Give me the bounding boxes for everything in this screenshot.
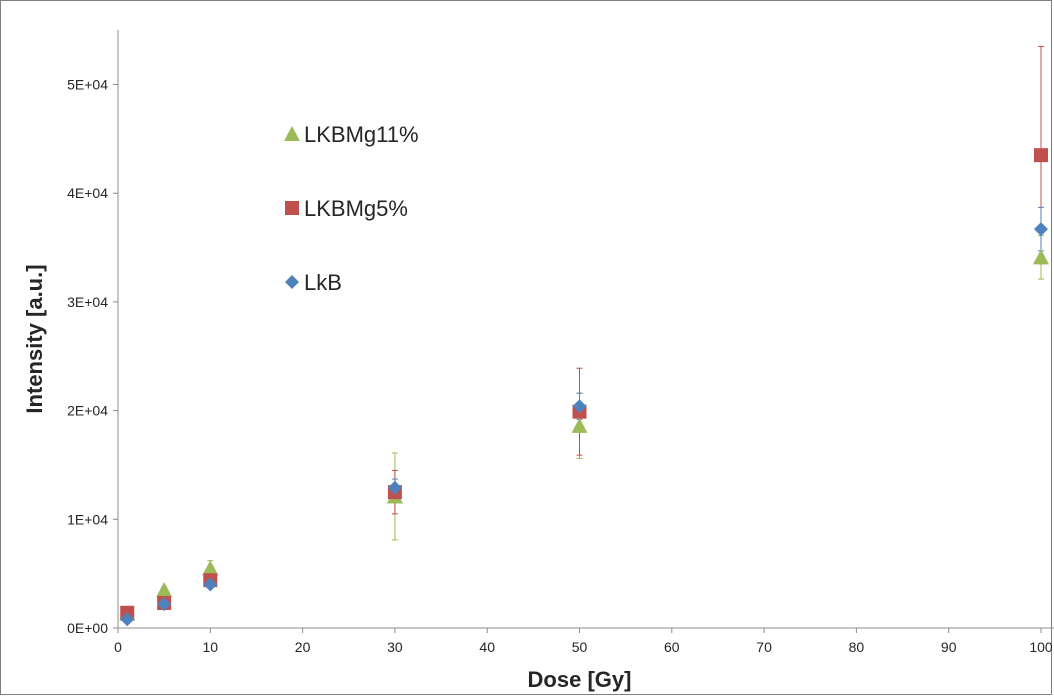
data-point-triangle [202,560,219,576]
y-tick-label: 1E+04 [67,511,108,527]
x-tick-label: 60 [664,639,680,655]
x-tick-label: 20 [295,639,311,655]
x-tick-label: 40 [479,639,495,655]
markers-group [119,148,1049,627]
x-tick-label: 100 [1029,639,1053,655]
y-tick-label: 0E+00 [67,620,108,636]
legend-label: LKBMg11% [304,122,419,147]
legend-marker-square [285,201,299,215]
data-point-diamond [157,597,172,612]
y-tick-label: 4E+04 [67,185,108,201]
legend-marker-triangle [284,126,300,141]
y-tick-label: 3E+04 [67,294,108,310]
x-tick-label: 10 [203,639,219,655]
x-tick-label: 30 [387,639,403,655]
x-tick-label: 0 [114,639,122,655]
data-point-triangle [156,581,173,597]
data-point-diamond [203,577,218,592]
legend-label: LkB [304,270,342,295]
data-point-triangle [571,417,588,433]
error-bars-group [124,45,1044,622]
data-point-diamond [120,612,135,627]
x-tick-label: 90 [941,639,957,655]
data-point-diamond [1034,222,1048,237]
tick-labels-group: 0 10 20 30 40 50 60 70 80 90 100 0E+00 1E+04 2E+04 3E+… [67,77,1053,656]
y-axis-title: Intensity [a.u.] [22,264,47,413]
y-tick-label: 5E+04 [67,77,108,93]
axes-group [113,30,1054,633]
legend: LKBMg11% LKBMg5% LkB [284,122,419,295]
legend-marker-diamond [285,275,299,289]
data-point-diamond [572,399,587,414]
x-tick-label: 70 [756,639,772,655]
x-tick-label: 50 [572,639,588,655]
data-point-square [1034,148,1048,163]
y-tick-label: 2E+04 [67,403,108,419]
legend-label: LKBMg5% [304,196,408,221]
x-tick-label: 80 [849,639,865,655]
x-axis-title: Dose [Gy] [528,667,632,692]
data-point-diamond [387,480,402,495]
data-point-triangle [1033,249,1049,265]
